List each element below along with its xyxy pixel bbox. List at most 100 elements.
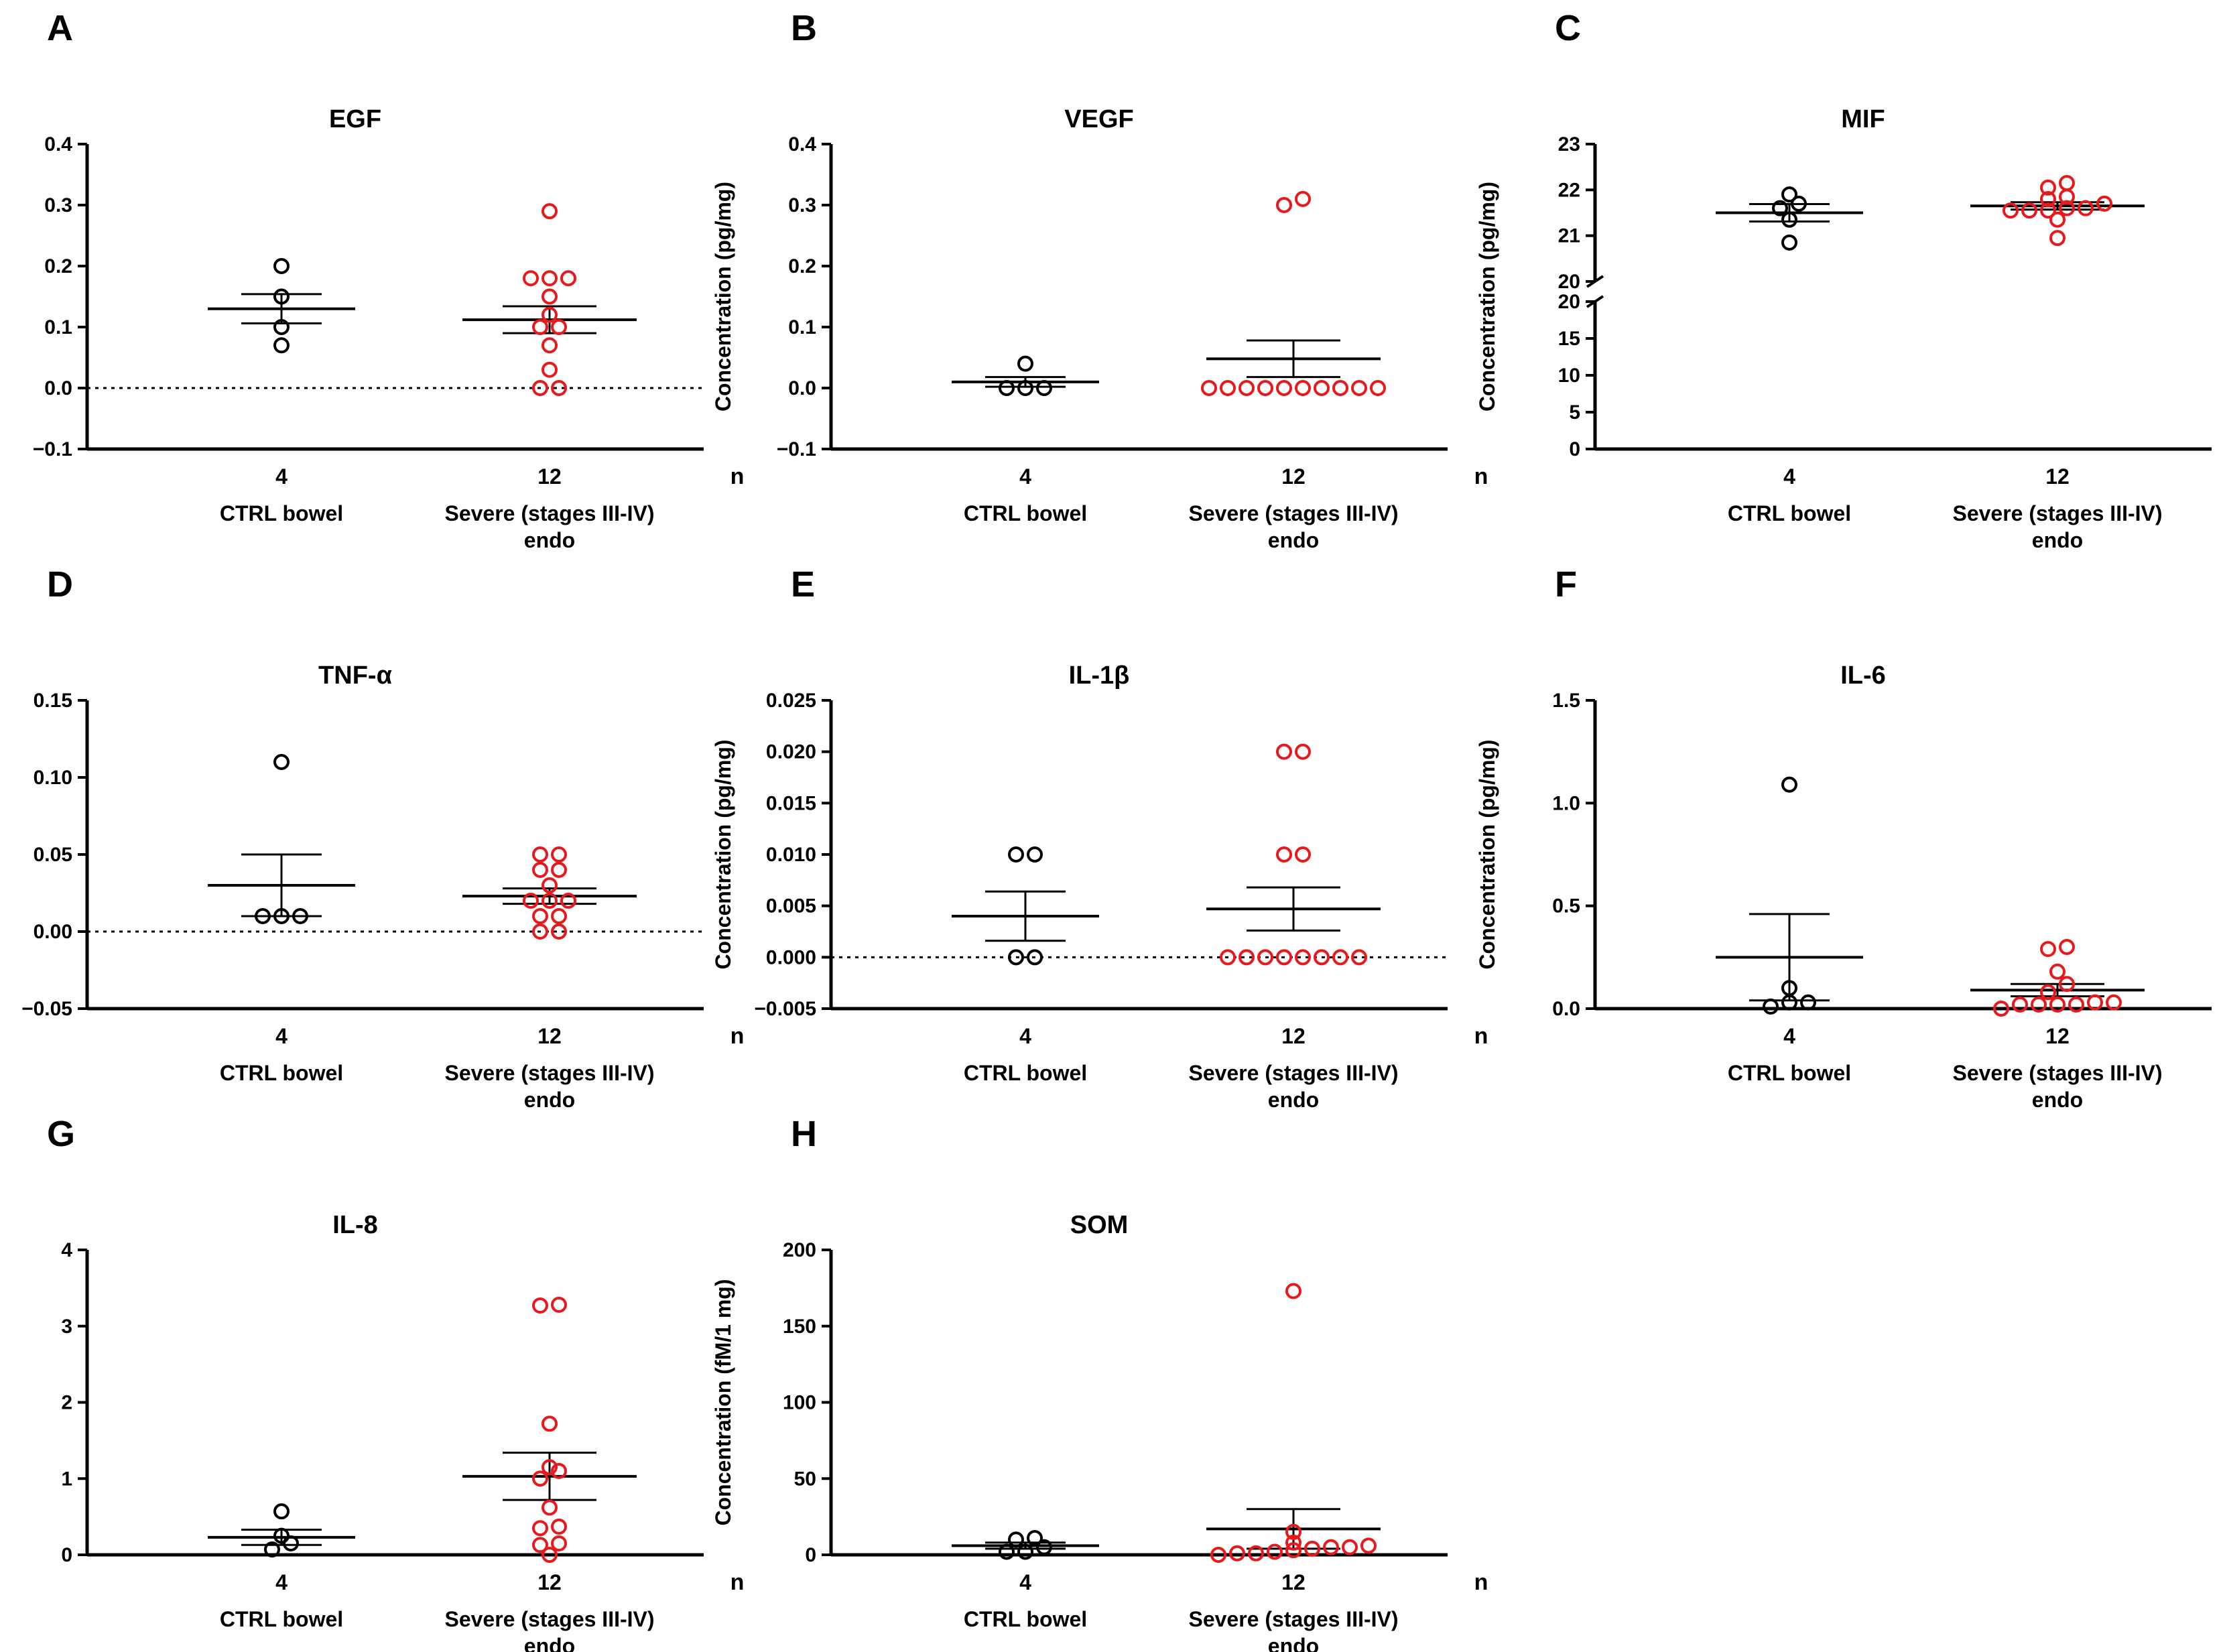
data-point xyxy=(542,1499,558,1516)
panel-h: H SOM 0 50 100 150 200 Concentration (fM/1 mg) n… xyxy=(711,1114,1488,1652)
y-tick-label: 20 xyxy=(1558,271,1580,293)
category-label: CTRL bowel xyxy=(220,1061,343,1085)
data-point xyxy=(273,258,290,274)
data-point xyxy=(532,924,548,940)
data-point xyxy=(1295,380,1311,396)
data-point xyxy=(2106,994,2122,1011)
data-point xyxy=(532,319,548,335)
data-point xyxy=(1257,949,1273,966)
data-point xyxy=(560,270,576,287)
y-tick-label: 0.015 xyxy=(766,792,816,814)
chart-title: VEGF xyxy=(1064,105,1133,133)
data-point xyxy=(1285,1523,1301,1540)
data-point xyxy=(1993,1001,2009,1017)
group-severe: 12 Severe (stages III-IV) endo xyxy=(1188,1283,1399,1652)
group-severe: 12 Severe (stages III-IV) endo xyxy=(1952,939,2163,1112)
data-point xyxy=(532,908,548,924)
data-point xyxy=(1201,380,1217,396)
y-tick-label: 0.1 xyxy=(788,316,816,338)
n-label: n xyxy=(731,464,745,489)
data-point xyxy=(1351,949,1367,966)
data-point xyxy=(1304,1540,1320,1557)
group-n-value: 4 xyxy=(1019,1024,1031,1048)
y-tick-label: 0.00 xyxy=(34,921,72,943)
group-n-value: 12 xyxy=(537,1024,562,1048)
panel-letter: F xyxy=(1555,564,1577,605)
data-point xyxy=(2059,939,2075,955)
data-point xyxy=(2049,963,2066,980)
data-point xyxy=(2031,996,2047,1013)
chart-title: IL-1β xyxy=(1069,661,1130,690)
group-n-value: 4 xyxy=(1783,464,1795,489)
data-point xyxy=(2059,976,2075,993)
data-point xyxy=(1036,1539,1052,1555)
data-point xyxy=(1276,846,1292,863)
n-label: n xyxy=(731,1023,745,1049)
chart-title: SOM xyxy=(1070,1211,1129,1239)
data-point xyxy=(2012,996,2028,1013)
data-point xyxy=(2078,200,2094,216)
category-label: endo xyxy=(2032,528,2083,552)
data-point xyxy=(532,1297,548,1314)
data-point xyxy=(2040,191,2056,207)
data-point xyxy=(542,203,558,220)
y-tick-label: 0.10 xyxy=(34,767,72,789)
data-point xyxy=(1017,355,1033,372)
panel-b: B VEGF −0.1 0.0 0.1 0.2 0.3 0.4 Concentration (p… xyxy=(711,8,1488,552)
data-point xyxy=(1285,1283,1301,1299)
group-n-value: 12 xyxy=(1281,1570,1306,1594)
y-tick-label: 0.15 xyxy=(34,690,72,712)
data-point xyxy=(1276,197,1292,213)
data-point xyxy=(1248,1545,1264,1562)
data-point xyxy=(1027,1529,1043,1546)
data-point xyxy=(2049,230,2066,247)
data-point xyxy=(551,1462,567,1479)
data-point xyxy=(2059,200,2075,216)
category-label: Severe (stages III-IV) xyxy=(1952,1061,2162,1085)
data-point xyxy=(551,846,567,863)
data-point xyxy=(273,1503,290,1520)
data-point xyxy=(2096,195,2112,212)
data-point xyxy=(1027,846,1043,863)
data-point xyxy=(1285,1542,1301,1559)
y-tick-label: 1 xyxy=(61,1468,72,1490)
data-point xyxy=(2021,202,2037,219)
y-axis-label: Concentration (pg/mg) xyxy=(1475,739,1499,969)
data-point xyxy=(1220,380,1236,396)
data-point xyxy=(1332,380,1348,396)
category-label: CTRL bowel xyxy=(964,1607,1087,1631)
panel-letter: A xyxy=(47,8,73,48)
category-label: Severe (stages III-IV) xyxy=(1188,1061,1398,1085)
group-n-value: 4 xyxy=(1783,1024,1795,1048)
group-severe: 12 Severe (stages III-IV) endo xyxy=(1188,190,1399,552)
data-point xyxy=(551,862,567,878)
y-tick-label: 0.3 xyxy=(788,194,816,216)
data-point xyxy=(1008,846,1024,863)
panel-e: E IL-1β −0.005 0.000 0.005 0.010 0.015 0.020 0.0… xyxy=(711,564,1488,1112)
y-tick-label: −0.005 xyxy=(754,998,816,1020)
y-axis-label: Concentration (pg/mg) xyxy=(711,739,735,969)
y-tick-label: 23 xyxy=(1558,133,1580,155)
data-point xyxy=(273,319,290,335)
y-tick-label: 2 xyxy=(61,1392,72,1414)
group-ctrl: 4 CTRL bowel xyxy=(208,1503,355,1631)
y-tick-label: 0.005 xyxy=(766,895,816,917)
y-tick-label: −0.1 xyxy=(33,438,72,460)
data-point xyxy=(542,361,558,378)
panel-letter: C xyxy=(1555,8,1581,48)
data-point xyxy=(1772,200,1788,216)
data-point xyxy=(2040,179,2056,196)
category-label: endo xyxy=(524,1634,575,1652)
data-point xyxy=(551,319,567,335)
data-point xyxy=(1781,980,1797,997)
panel-letter: E xyxy=(791,564,815,605)
y-tick-label: −0.1 xyxy=(777,438,816,460)
y-tick-label: 50 xyxy=(794,1468,816,1490)
data-point xyxy=(1791,195,1807,212)
y-tick-label: 0.5 xyxy=(1552,895,1580,917)
data-point xyxy=(1008,1531,1024,1548)
group-ctrl: 4 CTRL bowel xyxy=(1716,776,1863,1085)
data-point xyxy=(542,1547,558,1563)
data-point xyxy=(2040,202,2056,219)
